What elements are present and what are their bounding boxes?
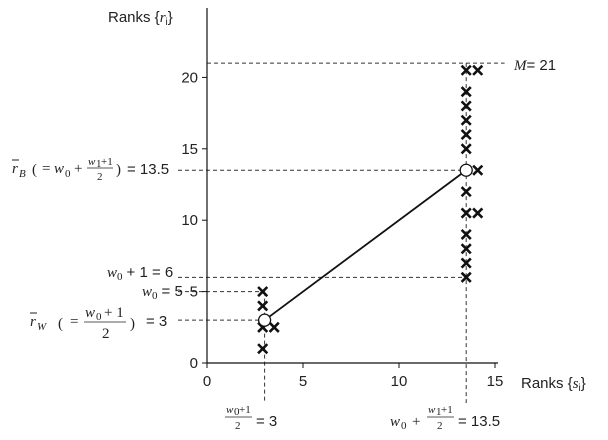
- svg-text:1: 1: [436, 406, 442, 418]
- svg-text:r: r: [30, 314, 36, 330]
- mean-connector-line: [264, 169, 467, 321]
- svg-text:0: 0: [234, 406, 240, 418]
- x-tick-label: 10: [391, 373, 408, 390]
- svg-text:w: w: [428, 404, 436, 416]
- svg-text:0: 0: [65, 168, 71, 180]
- y-tick-label: 20: [181, 69, 198, 86]
- data-point: [472, 64, 484, 76]
- svg-text:+1: +1: [441, 404, 453, 416]
- m-annotation: M= 21: [513, 57, 556, 74]
- mean-marker: [459, 163, 473, 177]
- svg-text:w: w: [88, 156, 96, 168]
- svg-text:2: 2: [102, 326, 110, 342]
- data-point: [460, 100, 472, 112]
- y-tick-label: 15: [181, 141, 198, 158]
- svg-text:0: 0: [96, 311, 102, 323]
- data-point: [460, 186, 472, 198]
- mean-marker: [257, 313, 272, 327]
- w0-annotation: w0 = 5: [142, 283, 183, 302]
- data-point: [460, 243, 472, 255]
- data-point: [460, 143, 472, 155]
- y-tick-label: 10: [181, 212, 198, 229]
- xW-annotation: w 0 +1 2 = 3: [225, 404, 277, 432]
- svg-text:w: w: [390, 414, 400, 430]
- data-point: [257, 300, 269, 312]
- y-tick-label: 5: [190, 284, 198, 301]
- svg-text:r: r: [12, 161, 18, 177]
- rB-annotation: r B ( = w 0 + w 1 +1 2 ) = 13.5: [12, 156, 169, 183]
- dashed-guides: [178, 62, 505, 403]
- data-points: [257, 64, 484, 355]
- data-point: [257, 286, 269, 298]
- data-point: [257, 343, 269, 355]
- svg-text:2: 2: [97, 171, 103, 183]
- data-point: [472, 164, 484, 176]
- rW-annotation: r W ( = w 0 + 1 2 ) = 3: [30, 305, 167, 342]
- svg-text:B: B: [19, 168, 26, 180]
- svg-text:W: W: [37, 321, 47, 333]
- svg-text:=: =: [42, 161, 50, 177]
- y-axis-label: Ranks {ri}: [108, 9, 173, 28]
- svg-text:+: +: [74, 161, 82, 177]
- svg-text:w: w: [85, 305, 95, 321]
- x-tick-label: 0: [203, 373, 211, 390]
- svg-text:): ): [116, 162, 121, 178]
- data-point: [460, 114, 472, 126]
- data-point: [472, 207, 484, 219]
- w0-plus-1-annotation: w0 + 1 = 6: [107, 264, 173, 283]
- svg-text:w: w: [226, 404, 234, 416]
- data-point: [460, 228, 472, 240]
- data-point: [460, 64, 472, 76]
- xB-annotation: w 0 + w 1 +1 2 = 13.5: [390, 404, 500, 432]
- svg-text:1: 1: [96, 158, 102, 170]
- svg-text:= 13.5: = 13.5: [127, 161, 169, 178]
- x-tick-label: 5: [299, 373, 307, 390]
- axis-ticks: 0 5 10 15 0 5 10 15 20: [181, 69, 503, 390]
- data-point: [460, 257, 472, 269]
- svg-text:(: (: [32, 162, 37, 178]
- data-point: [268, 321, 280, 333]
- svg-text:+1: +1: [101, 156, 113, 168]
- svg-text:+: +: [412, 414, 420, 430]
- svg-text:w: w: [54, 161, 64, 177]
- svg-text:+ 1: + 1: [104, 305, 124, 321]
- svg-text:2: 2: [437, 420, 443, 432]
- data-point: [460, 86, 472, 98]
- y-tick-label: 0: [190, 355, 198, 372]
- data-point: [460, 129, 472, 141]
- data-point: [460, 271, 472, 283]
- x-tick-label: 15: [487, 373, 504, 390]
- svg-text:+1: +1: [239, 404, 251, 416]
- svg-text:0: 0: [401, 420, 407, 432]
- svg-text:= 3: = 3: [146, 313, 167, 330]
- x-axis-label: Ranks {si}: [521, 375, 586, 394]
- svg-text:(: (: [58, 316, 63, 332]
- svg-text:=: =: [70, 314, 78, 330]
- svg-text:= 3: = 3: [256, 413, 277, 430]
- svg-text:): ): [130, 316, 135, 332]
- svg-text:2: 2: [235, 420, 241, 432]
- data-point: [460, 207, 472, 219]
- svg-text:= 13.5: = 13.5: [458, 413, 500, 430]
